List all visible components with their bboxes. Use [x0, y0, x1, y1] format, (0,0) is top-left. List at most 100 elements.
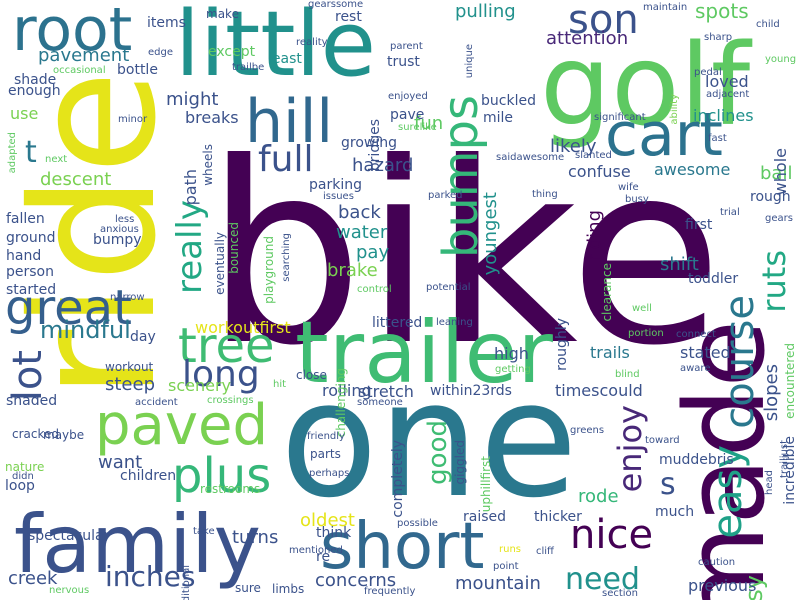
word-short: short [320, 510, 485, 584]
word-significant: significant [594, 112, 646, 123]
word-spectacular: spectacular [28, 528, 110, 544]
word-roughly: roughly [554, 318, 570, 371]
word-children: children [120, 468, 177, 484]
word-workout: workout [105, 360, 154, 374]
word-loved: loved [705, 72, 749, 91]
word-young: young [765, 54, 797, 65]
word-anxious: anxious [100, 224, 139, 235]
word-slopes: slopes [761, 364, 782, 422]
word-rough: rough [750, 189, 791, 205]
word-adjacent: adjacent [706, 89, 750, 100]
word-occasional: occasional [53, 65, 106, 76]
word-plus: plus [172, 448, 272, 504]
word-previous: previous [688, 576, 757, 595]
word-control: control [357, 284, 392, 295]
word-fast: fast [708, 133, 727, 144]
word-mountain: mountain [455, 573, 541, 594]
word-thing: thing [532, 189, 558, 200]
word-good: good [423, 420, 453, 485]
word-items: items [147, 15, 186, 31]
word-trailbe: trailbe [232, 62, 265, 73]
word-thicker: thicker [534, 509, 582, 525]
word-challenging: challenging [334, 368, 348, 438]
word-take: take [193, 526, 215, 537]
word-next: next [45, 154, 68, 165]
word-getting: getting [495, 364, 531, 375]
word-breaks: breaks [185, 108, 239, 127]
word-workoutfirst: workoutfirst [195, 318, 291, 337]
word-rolling: rolling [322, 381, 372, 400]
word-spots: spots [695, 0, 749, 23]
word-frequently: frequently [364, 586, 416, 597]
word-think: think [316, 525, 352, 541]
word-reality: reality [296, 37, 328, 48]
word-minor: minor [118, 114, 148, 125]
word-eventually: eventually [213, 232, 227, 295]
word-giggled: giggled [453, 440, 467, 485]
word-surelike: surelike [398, 122, 437, 133]
word-blind: blind [615, 369, 640, 380]
word-accident: accident [135, 397, 178, 408]
word-slanted: slanted [575, 150, 612, 161]
word-inches: inches [105, 560, 196, 593]
word-oldest: oldest [300, 510, 355, 531]
word-bounced: bounced [227, 222, 241, 274]
word-point: point [493, 561, 519, 572]
word-mile: mile [483, 110, 514, 126]
word-trust: trust [387, 54, 420, 70]
word-less: less [115, 214, 135, 225]
word-pay: pay [356, 242, 390, 263]
word-ability: ability [669, 94, 680, 125]
word-littered: littered [372, 315, 423, 331]
word-bumpy: bumpy [93, 232, 142, 248]
word-didn: didn [12, 471, 34, 482]
word-playground: playground [262, 236, 276, 304]
word-fun: fun [414, 113, 444, 134]
word-pulling: pulling [455, 1, 516, 22]
word-pavement: pavement [38, 45, 130, 66]
word-close: close [296, 368, 327, 382]
word-gears: gears [765, 213, 793, 224]
word-brake: brake [327, 260, 378, 281]
word-son: son [568, 0, 639, 43]
word-portion: portion [628, 328, 664, 339]
word-trails: trails [590, 343, 630, 362]
word-wife: wife [618, 182, 639, 193]
word-use: use [10, 104, 39, 123]
word-parts: parts [310, 447, 341, 461]
word-riding: riding [584, 210, 605, 262]
word-mindful: mindful [40, 316, 131, 344]
word-hand: hand [6, 248, 42, 264]
word-uphillfirst: uphillfirst [479, 456, 493, 513]
word-bumps: bumps [433, 95, 489, 259]
word-mentioned: mentioned [289, 545, 343, 556]
word-perhaps: perhaps [309, 468, 350, 479]
word-parked: parked [428, 190, 463, 201]
word-busy: busy [625, 194, 649, 205]
word-long: long [182, 354, 260, 395]
word-parent: parent [390, 41, 423, 52]
word-likely: likely [550, 136, 597, 157]
word-connect: connect [676, 329, 716, 340]
word-really: really [170, 200, 210, 294]
word-want: want [98, 452, 143, 473]
word-nice: nice [570, 512, 654, 558]
word-stretch: stretch [358, 382, 414, 401]
word-little: little [175, 0, 376, 97]
word-might: might [166, 89, 219, 110]
word-ruts: ruts [755, 250, 793, 313]
word-toward: toward [645, 435, 680, 446]
word-full: full [258, 139, 314, 180]
word-adapted: adapted [7, 132, 18, 174]
word-concerns: concerns [315, 570, 397, 591]
word-started: started [6, 282, 57, 298]
word-rest: rest [335, 9, 362, 25]
word-need: need [565, 562, 640, 597]
word-t: t [25, 135, 37, 170]
word-potential: potential [426, 282, 471, 293]
word-bottle: bottle [117, 62, 158, 78]
word-searching: searching [281, 233, 292, 282]
word-ball: ball [760, 163, 793, 184]
word-awesome: awesome [654, 160, 731, 179]
word-inclines: inclines [693, 106, 754, 125]
